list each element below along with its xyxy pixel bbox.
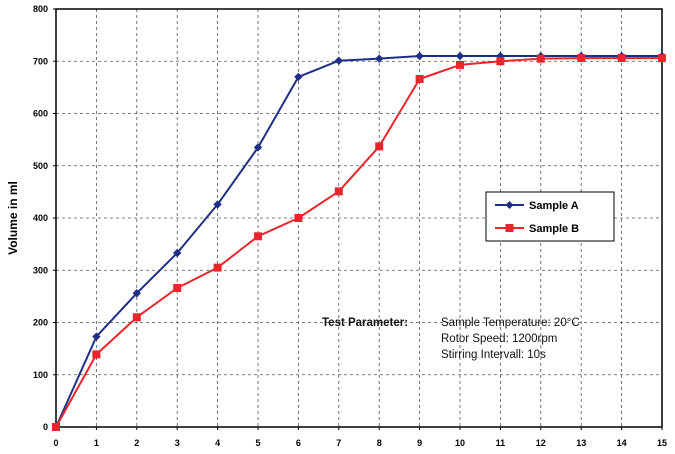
- data-point-sample-b-x10: [456, 60, 464, 69]
- legend-marker-sample-b: [505, 224, 514, 232]
- data-point-sample-b-x5: [254, 232, 262, 241]
- x-tick-label-15: 15: [657, 438, 667, 448]
- series-line-sample-b: [55, 57, 662, 428]
- test-parameter-annotation: Test Parameter: Sample Temperature: 20°C…: [322, 317, 580, 361]
- x-tick-label-5: 5: [255, 438, 260, 448]
- data-point-sample-a-x3: [173, 248, 182, 258]
- data-point-sample-b-x8: [375, 142, 384, 151]
- data-point-sample-b-x15: [658, 54, 666, 63]
- annotation-line-stirring-interval: Stirring Intervall: 10s: [441, 349, 546, 361]
- series-layer: [51, 51, 667, 432]
- data-point-sample-a-x9: [415, 51, 424, 61]
- x-tick-label-14: 14: [617, 438, 627, 448]
- x-tick-label-13: 13: [576, 438, 586, 448]
- x-axis-ticks: 0 1 2 3 4 5 6 7 8 9 10 11 12 13 14 15: [53, 427, 667, 448]
- data-point-sample-a-x4: [213, 200, 222, 209]
- data-point-sample-b-x14: [617, 54, 626, 63]
- data-point-sample-b-x13: [577, 54, 586, 63]
- grid: [56, 9, 662, 427]
- x-tick-label-9: 9: [417, 438, 422, 448]
- data-point-sample-b-x0: [52, 423, 60, 431]
- data-point-sample-b-x4: [213, 263, 222, 272]
- series-line-sample-a: [55, 55, 662, 428]
- data-point-sample-a-x6: [294, 72, 303, 82]
- annotation-heading: Test Parameter:: [322, 317, 408, 329]
- data-point-sample-a-x8: [375, 54, 384, 63]
- legend-label-sample-b: Sample B: [529, 223, 579, 235]
- y-tick-label-300: 300: [33, 265, 48, 275]
- y-axis-ticks: 0 100 200 300 400 500 600 700 800: [33, 4, 56, 432]
- x-tick-label-8: 8: [377, 438, 382, 448]
- x-tick-label-6: 6: [296, 438, 301, 448]
- x-tick-label-3: 3: [175, 438, 180, 448]
- data-point-sample-a-x10: [455, 51, 465, 61]
- y-tick-label-0: 0: [43, 422, 48, 432]
- x-tick-label-11: 11: [496, 438, 506, 448]
- data-point-sample-b-x2: [132, 313, 141, 322]
- annotation-line-temperature: Sample Temperature: 20°C: [441, 317, 580, 329]
- data-point-sample-b-x12: [536, 54, 545, 63]
- annotation-line-rotor-speed: Rotor Speed: 1200rpm: [441, 333, 557, 345]
- data-point-sample-b-x9: [415, 75, 424, 84]
- data-point-sample-a-x5: [253, 143, 263, 152]
- data-point-sample-b-x11: [496, 57, 505, 66]
- data-point-sample-a-x1: [92, 332, 101, 341]
- data-point-sample-b-x3: [173, 284, 182, 293]
- data-point-sample-b-x1: [92, 350, 101, 359]
- data-point-sample-b-x6: [294, 214, 303, 222]
- legend-box: [485, 191, 615, 242]
- y-tick-label-600: 600: [33, 109, 48, 119]
- x-tick-label-1: 1: [94, 438, 99, 448]
- y-tick-label-100: 100: [33, 370, 48, 380]
- data-point-sample-a-x2: [132, 289, 141, 298]
- legend-label-sample-a: Sample A: [529, 200, 579, 212]
- x-tick-label-10: 10: [455, 438, 465, 448]
- x-tick-label-4: 4: [215, 438, 220, 448]
- legend-marker-sample-a: [505, 201, 514, 209]
- y-tick-label-200: 200: [33, 318, 48, 328]
- x-tick-label-12: 12: [536, 438, 546, 448]
- data-point-sample-b-x7: [334, 187, 343, 196]
- y-tick-label-400: 400: [33, 213, 48, 223]
- y-tick-label-800: 800: [33, 4, 48, 14]
- legend: Sample A Sample B: [485, 191, 615, 242]
- x-tick-label-7: 7: [336, 438, 341, 448]
- y-tick-label-500: 500: [33, 161, 48, 171]
- y-tick-label-700: 700: [33, 56, 48, 66]
- y-axis-title: Volume in ml: [6, 181, 20, 255]
- x-tick-label-2: 2: [134, 438, 139, 448]
- x-tick-label-0: 0: [53, 438, 58, 448]
- data-point-sample-a-x7: [334, 56, 343, 65]
